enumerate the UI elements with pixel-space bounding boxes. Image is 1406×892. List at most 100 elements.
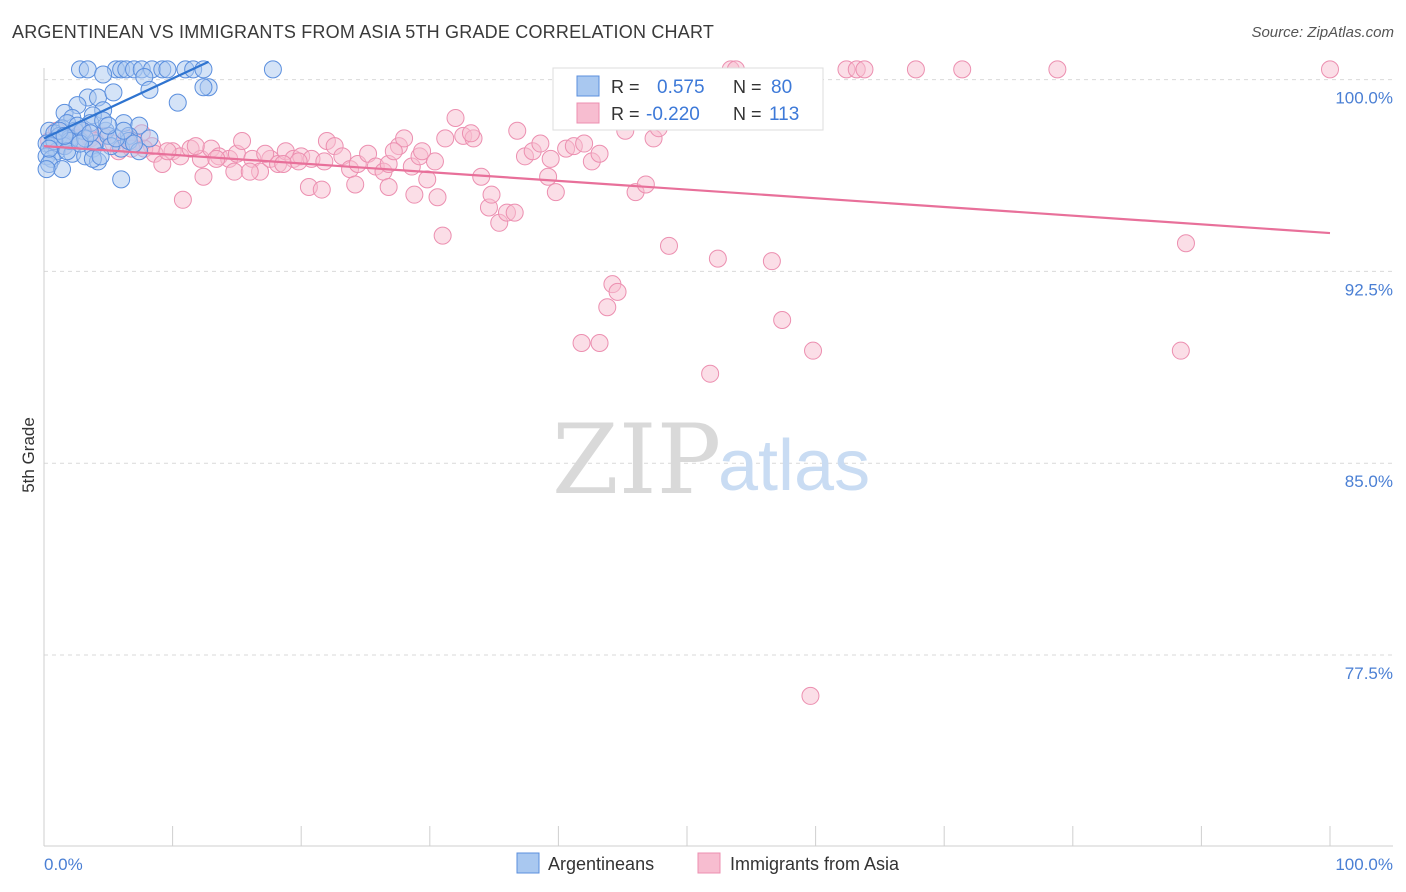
immigrants-from-asia-point-115: [186, 137, 205, 156]
immigrants-from-asia-point-94: [433, 226, 452, 245]
immigrants-from-asia-point-91: [379, 178, 398, 197]
argentineans-point-24: [168, 93, 187, 112]
stats-pink-r-label: R =: [611, 104, 640, 124]
immigrants-from-asia-point-85: [225, 162, 244, 181]
legend: Argentineans Immigrants from Asia: [516, 852, 900, 874]
stats-pink-n-label: N =: [733, 104, 762, 124]
immigrants-from-asia-point-114: [315, 152, 334, 171]
stats-blue-r-label: R =: [611, 77, 640, 97]
immigrants-from-asia-point-113: [541, 149, 560, 168]
trend-line-immigrants-from-asia: [43, 144, 1331, 235]
stats-blue-r-value: 0.575: [657, 77, 705, 98]
immigrants-from-asia-point-56: [418, 170, 437, 189]
argentineans-point-1: [78, 60, 97, 79]
immigrants-from-asia-point-58: [436, 129, 455, 148]
argentineans-point-13: [263, 60, 282, 79]
x-axis-ticks: [43, 826, 1331, 846]
chart-title: ARGENTINEAN VS IMMIGRANTS FROM ASIA 5TH …: [12, 22, 715, 42]
argentineans-point-77: [81, 124, 100, 143]
immigrants-from-asia-point-8: [1321, 60, 1339, 79]
stats-pink-r-value: -0.220: [646, 104, 700, 125]
immigrants-from-asia-point-74: [575, 134, 594, 153]
argentineans-point-9: [158, 60, 177, 79]
argentineans-point-62: [112, 170, 131, 189]
stats-blue-n-value: 80: [771, 77, 792, 98]
stats-box: R = 0.575 N = 80 R = -0.220 N = 113: [552, 67, 824, 131]
argentineans-point-59: [37, 160, 56, 179]
immigrants-from-asia-point-110: [461, 124, 480, 143]
immigrants-from-asia-point-84: [173, 190, 192, 209]
immigrants-from-asia-point-53: [395, 129, 414, 148]
immigrants-from-asia-point-7: [1048, 60, 1067, 79]
stats-blue-n-label: N =: [733, 77, 762, 97]
immigrants-from-asia-point-122: [384, 142, 403, 161]
argentineans-point-14: [94, 65, 113, 84]
argentineans-point-74: [40, 139, 59, 158]
immigrants-from-asia-point-111: [508, 121, 527, 140]
immigrants-from-asia-point-108: [1171, 341, 1190, 360]
immigrants-from-asia-point-109: [801, 686, 820, 705]
y-tick-label-1: 92.5%: [1345, 280, 1393, 299]
legend-swatch-immigrants-from-asia[interactable]: [697, 852, 721, 874]
immigrants-from-asia-point-76: [590, 144, 609, 163]
legend-label-argentineans[interactable]: Argentineans: [548, 854, 654, 874]
series-immigrants-from-asia-points: [40, 60, 1339, 705]
series-argentineans-points: [37, 60, 282, 189]
immigrants-from-asia-point-112: [413, 142, 432, 161]
immigrants-from-asia-point-98: [762, 252, 781, 271]
immigrants-from-asia-point-5: [906, 60, 925, 79]
immigrants-from-asia-point-6: [953, 60, 972, 79]
argentineans-point-79: [125, 134, 144, 153]
stats-pink-swatch: [576, 102, 600, 124]
watermark-zip: ZIP: [552, 404, 721, 516]
argentineans-point-20: [104, 83, 123, 102]
immigrants-from-asia-point-70: [539, 167, 558, 186]
immigrants-from-asia-point-95: [482, 185, 501, 204]
immigrants-from-asia-point-90: [346, 175, 365, 194]
immigrants-from-asia-point-117: [256, 144, 275, 163]
immigrants-from-asia-point-107: [701, 364, 720, 383]
y-tick-label-0: 100.0%: [1335, 89, 1393, 108]
immigrants-from-asia-point-69: [531, 134, 550, 153]
immigrants-from-asia-point-105: [572, 334, 591, 353]
immigrants-from-asia-point-99: [1176, 234, 1195, 253]
y-tick-label-3: 77.5%: [1345, 664, 1393, 683]
immigrants-from-asia-point-96: [659, 236, 678, 255]
immigrants-from-asia-point-87: [274, 154, 293, 173]
legend-label-immigrants-from-asia[interactable]: Immigrants from Asia: [730, 854, 900, 874]
y-tick-labels: 100.0% 92.5% 85.0% 77.5%: [1335, 89, 1393, 683]
immigrants-from-asia-point-93: [428, 188, 447, 207]
immigrants-from-asia-point-83: [194, 167, 213, 186]
immigrants-from-asia-point-92: [405, 185, 424, 204]
argentineans-point-17: [194, 78, 213, 97]
immigrants-from-asia-point-97: [708, 249, 727, 268]
stats-pink-n-value: 113: [769, 104, 799, 125]
trend-line-argentineans: [43, 60, 210, 140]
immigrants-from-asia-point-4: [855, 60, 874, 79]
y-axis-label: 5th Grade: [19, 417, 38, 493]
immigrants-from-asia-point-80: [636, 175, 655, 194]
immigrants-from-asia-point-89: [312, 180, 331, 199]
immigrants-from-asia-point-106: [590, 334, 609, 353]
immigrants-from-asia-point-121: [158, 142, 177, 161]
x-tick-label-max: 100.0%: [1335, 855, 1393, 874]
immigrants-from-asia-point-59: [446, 108, 465, 127]
argentineans-point-58: [53, 160, 72, 179]
argentineans-point-78: [99, 116, 118, 135]
immigrants-from-asia-point-71: [546, 183, 565, 202]
stats-blue-swatch: [576, 75, 600, 97]
watermark-atlas: atlas: [718, 426, 870, 506]
argentineans-point-65: [91, 147, 110, 166]
immigrants-from-asia-point-102: [598, 298, 617, 317]
immigrants-from-asia-point-34: [233, 131, 252, 150]
immigrants-from-asia-point-103: [773, 310, 792, 329]
immigrants-from-asia-point-104: [804, 341, 823, 360]
immigrants-from-asia-point-57: [425, 152, 444, 171]
y-tick-label-2: 85.0%: [1345, 472, 1393, 491]
immigrants-from-asia-point-118: [289, 152, 308, 171]
immigrants-from-asia-point-66: [505, 203, 524, 222]
immigrants-from-asia-point-86: [240, 162, 259, 181]
legend-swatch-argentineans[interactable]: [516, 852, 540, 874]
immigrants-from-asia-point-101: [608, 282, 627, 301]
